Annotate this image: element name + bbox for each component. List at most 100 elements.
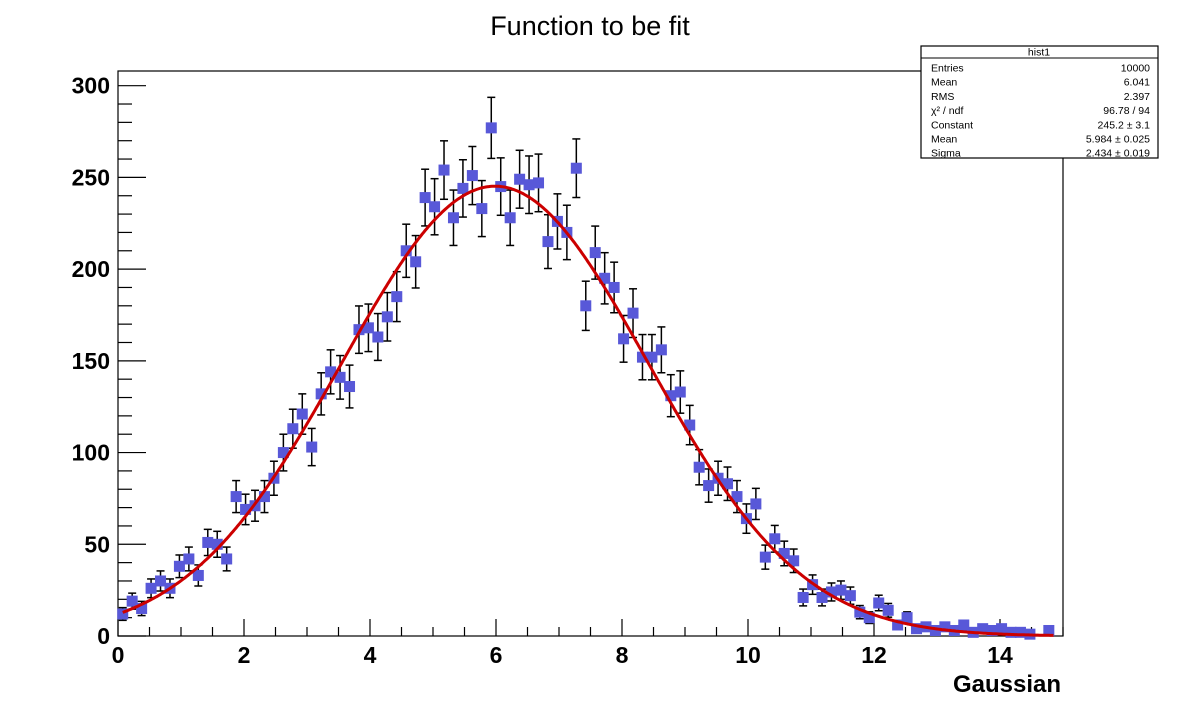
- data-point: [136, 602, 148, 614]
- data-point: [334, 371, 346, 383]
- data-point: [457, 182, 469, 194]
- stats-value: 10000: [1121, 63, 1150, 75]
- data-point: [447, 212, 459, 224]
- stats-label: Mean: [931, 77, 957, 89]
- y-tick-label: 300: [72, 73, 110, 99]
- data-point: [854, 606, 866, 618]
- data-point: [958, 619, 970, 631]
- data-point: [892, 619, 904, 631]
- stats-label: Sigma: [931, 148, 961, 160]
- data-point: [315, 388, 327, 400]
- data-point: [636, 351, 648, 363]
- data-point: [438, 164, 450, 176]
- x-axis-label: Gaussian: [953, 671, 1061, 698]
- data-point: [381, 311, 393, 323]
- data-point: [693, 461, 705, 473]
- data-point: [126, 595, 138, 607]
- y-tick-label: 250: [72, 164, 110, 190]
- data-point: [977, 623, 989, 635]
- data-point: [825, 586, 837, 598]
- data-point: [722, 478, 734, 490]
- data-point: [514, 173, 526, 185]
- data-point: [523, 179, 535, 191]
- data-point: [835, 584, 847, 596]
- stats-value: 245.2 ± 3.1: [1098, 119, 1151, 131]
- data-point: [145, 582, 157, 594]
- stats-value: 96.78 / 94: [1103, 105, 1150, 117]
- x-tick-label: 14: [987, 642, 1013, 668]
- chart-title: Function to be fit: [490, 11, 690, 41]
- data-point: [929, 624, 941, 636]
- data-point: [778, 547, 790, 559]
- data-point: [476, 203, 488, 215]
- data-point: [542, 236, 554, 248]
- stats-label: χ² / ndf: [931, 105, 963, 117]
- x-tick-label: 6: [490, 642, 503, 668]
- data-point: [939, 621, 951, 633]
- data-point: [750, 498, 762, 510]
- data-point: [627, 307, 639, 319]
- data-point: [533, 177, 545, 189]
- data-point: [155, 575, 167, 587]
- data-point: [410, 256, 422, 268]
- x-tick-label: 2: [238, 642, 251, 668]
- y-tick-label: 100: [72, 440, 110, 466]
- data-point: [674, 386, 686, 398]
- stats-label: Mean: [931, 134, 957, 146]
- data-point: [240, 503, 252, 515]
- x-tick-label: 12: [861, 642, 887, 668]
- data-point: [211, 538, 223, 550]
- data-markers: [117, 122, 1055, 640]
- data-point: [665, 390, 677, 402]
- error-bars: [118, 96, 1053, 637]
- data-point: [230, 491, 242, 503]
- data-point: [372, 331, 384, 343]
- data-point: [599, 272, 611, 284]
- stats-label: Constant: [931, 119, 973, 131]
- data-point: [192, 569, 204, 581]
- data-point: [769, 533, 781, 545]
- data-point: [287, 423, 299, 435]
- data-point: [1005, 626, 1017, 638]
- data-point: [844, 590, 856, 602]
- data-point: [325, 366, 337, 378]
- data-point: [183, 553, 195, 565]
- stats-value: 6.041: [1124, 77, 1150, 89]
- axes: 0 2 4 6 8 10 12 14 0 50 100 150 200 250 300: [72, 73, 1064, 668]
- data-point: [570, 162, 582, 174]
- data-point: [703, 480, 715, 492]
- y-tick-label: 150: [72, 348, 110, 374]
- y-tick-label: 0: [97, 623, 110, 649]
- data-point: [788, 555, 800, 567]
- data-point: [684, 419, 696, 431]
- data-point: [485, 122, 497, 134]
- data-point: [731, 491, 743, 503]
- data-point: [863, 612, 875, 624]
- data-point: [362, 322, 374, 334]
- data-point: [901, 612, 913, 624]
- stats-value: 5.984 ± 0.025: [1086, 134, 1150, 146]
- x-tick-label: 0: [112, 642, 125, 668]
- data-point: [646, 351, 658, 363]
- data-point: [816, 591, 828, 603]
- y-tick-label: 50: [84, 531, 110, 557]
- data-point: [344, 381, 356, 393]
- x-tick-label: 10: [735, 642, 761, 668]
- data-point: [797, 591, 809, 603]
- data-point: [759, 551, 771, 563]
- data-point: [400, 245, 412, 257]
- data-point: [608, 281, 620, 293]
- data-point: [429, 201, 441, 213]
- data-point: [986, 624, 998, 636]
- x-tick-label: 4: [364, 642, 377, 668]
- data-point: [618, 333, 630, 345]
- data-point: [996, 623, 1008, 635]
- data-point: [580, 300, 592, 312]
- stats-box: hist1 Entries 10000 Mean 6.041 RMS 2.397 χ² / …: [920, 45, 1159, 160]
- stats-value: 2.434 ± 0.019: [1086, 148, 1150, 160]
- stats-value: 2.397: [1124, 91, 1150, 103]
- data-point: [1043, 624, 1055, 636]
- x-tick-label: 8: [616, 642, 629, 668]
- data-point: [221, 553, 233, 565]
